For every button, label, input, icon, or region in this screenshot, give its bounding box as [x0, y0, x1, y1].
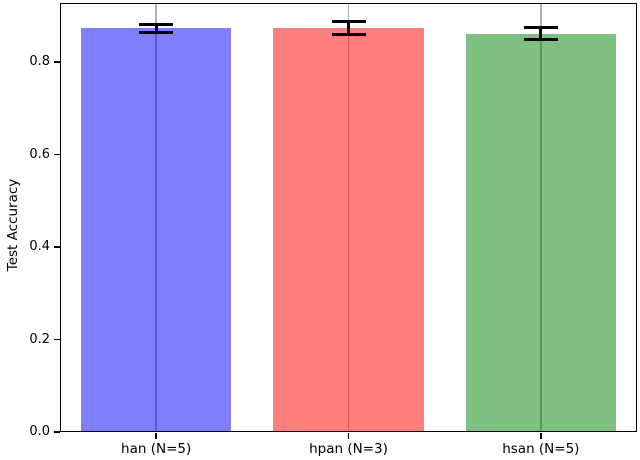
errorbar-cap-top-1	[331, 19, 366, 23]
y-tick-2	[54, 246, 60, 248]
x-tick-label-1: hpan (N=3)	[309, 441, 388, 457]
errorbar-cap-top-2	[523, 26, 558, 30]
errorbar-line-2	[539, 27, 543, 40]
x-tick-2	[540, 433, 542, 439]
x-tick-0	[155, 433, 157, 439]
errorbar-line-0	[154, 24, 158, 33]
bar-0	[81, 28, 232, 432]
y-tick-3	[54, 153, 60, 156]
bar-2	[465, 33, 616, 432]
errorbar-cap-bottom-2	[523, 38, 558, 42]
x-tick-1	[347, 433, 350, 439]
y-tick-label-3: 0.6	[29, 146, 50, 162]
errorbar-cap-bottom-0	[139, 30, 174, 34]
y-tick-0	[54, 431, 60, 433]
y-axis-label: Test Accuracy	[5, 178, 21, 272]
errorbar-cap-bottom-1	[331, 32, 366, 36]
errorbar-cap-top-0	[139, 23, 174, 27]
y-tick-1	[54, 338, 60, 341]
bar-1	[273, 27, 424, 432]
y-tick-label-1: 0.2	[29, 331, 50, 347]
x-tick-label-2: hsan (N=5)	[502, 441, 580, 457]
plot-area	[60, 3, 637, 432]
y-tick-label-2: 0.4	[29, 239, 50, 255]
errorbar-line-1	[347, 21, 350, 35]
y-tick-4	[54, 61, 60, 63]
y-tick-label-4: 0.8	[29, 54, 50, 70]
y-tick-label-0: 0.0	[29, 424, 50, 439]
x-tick-label-0: han (N=5)	[121, 441, 192, 457]
